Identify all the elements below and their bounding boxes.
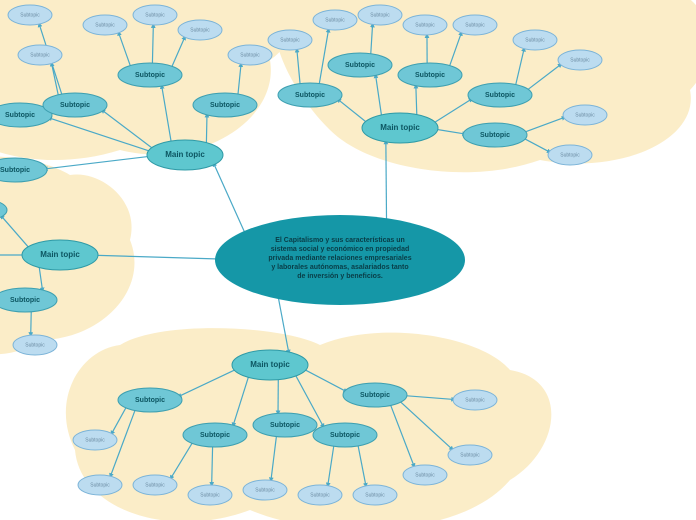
leaf-node-label: Subtopic: [255, 487, 275, 493]
leaf-node-label: Subtopic: [280, 37, 300, 43]
sub-node-label: Subtopic: [5, 112, 35, 119]
leaf-node-label: Subtopic: [325, 17, 345, 23]
sub-node-label: Subtopic: [270, 422, 300, 429]
leaf-node-label: Subtopic: [460, 452, 480, 458]
sub-node-label: Subtopic: [60, 102, 90, 109]
leaf-node-label: Subtopic: [415, 22, 435, 28]
sub-node-label: Subtopic: [485, 92, 515, 99]
sub-node-label: Subtopic: [295, 92, 325, 99]
sub-node-label: Subtopic: [360, 392, 390, 399]
leaf-node-label: Subtopic: [200, 492, 220, 498]
leaf-node-label: Subtopic: [240, 52, 260, 58]
leaf-node-label: Subtopic: [95, 22, 115, 28]
leaf-node-label: Subtopic: [310, 492, 330, 498]
leaf-node-label: Subtopic: [85, 437, 105, 443]
main-node-label: Main topic: [380, 123, 420, 132]
sub-node-label: Subtopic: [210, 102, 240, 109]
leaf-node-label: Subtopic: [465, 397, 485, 403]
leaf-node-label: Subtopic: [25, 342, 45, 348]
edge: [31, 311, 32, 337]
main-node-label: Main topic: [165, 150, 205, 159]
edge: [213, 163, 247, 238]
sub-node-label: Subtopic: [200, 432, 230, 439]
leaf-node-label: Subtopic: [415, 472, 435, 478]
sub-node-label: Subtopic: [135, 397, 165, 404]
sub-node-label: Subtopic: [0, 167, 30, 174]
leaf-node-label: Subtopic: [365, 492, 385, 498]
leaf-node-label: Subtopic: [30, 52, 50, 58]
leaf-node-label: Subtopic: [190, 27, 210, 33]
leaf-node-label: Subtopic: [370, 12, 390, 18]
sub-node-label: Subtopic: [345, 62, 375, 69]
edge: [386, 140, 387, 223]
leaf-node-label: Subtopic: [465, 22, 485, 28]
leaf-node-label: Subtopic: [570, 57, 590, 63]
leaf-node-label: Subtopic: [525, 37, 545, 43]
leaf-node-label: Subtopic: [20, 12, 40, 18]
leaf-node-label: Subtopic: [90, 482, 110, 488]
edge: [206, 113, 207, 144]
sub-node-label: Subtopic: [330, 432, 360, 439]
leaf-node-label: Subtopic: [560, 152, 580, 158]
sub-node-label: Subtopic: [135, 72, 165, 79]
leaf-node-label: Subtopic: [145, 482, 165, 488]
mindmap-diagram: Subtopic Subtopic Subtopic Subtopic Subtopic…: [0, 0, 696, 520]
main-node-label: Main topic: [250, 360, 290, 369]
leaf-node-label: Subtopic: [575, 112, 595, 118]
main-node-label: Main topic: [40, 250, 80, 259]
sub-node-label: Subtopic: [415, 72, 445, 79]
sub-node-label: Subtopic: [10, 297, 40, 304]
leaf-node-label: Subtopic: [145, 12, 165, 18]
sub-node-label: Subtopic: [480, 132, 510, 139]
